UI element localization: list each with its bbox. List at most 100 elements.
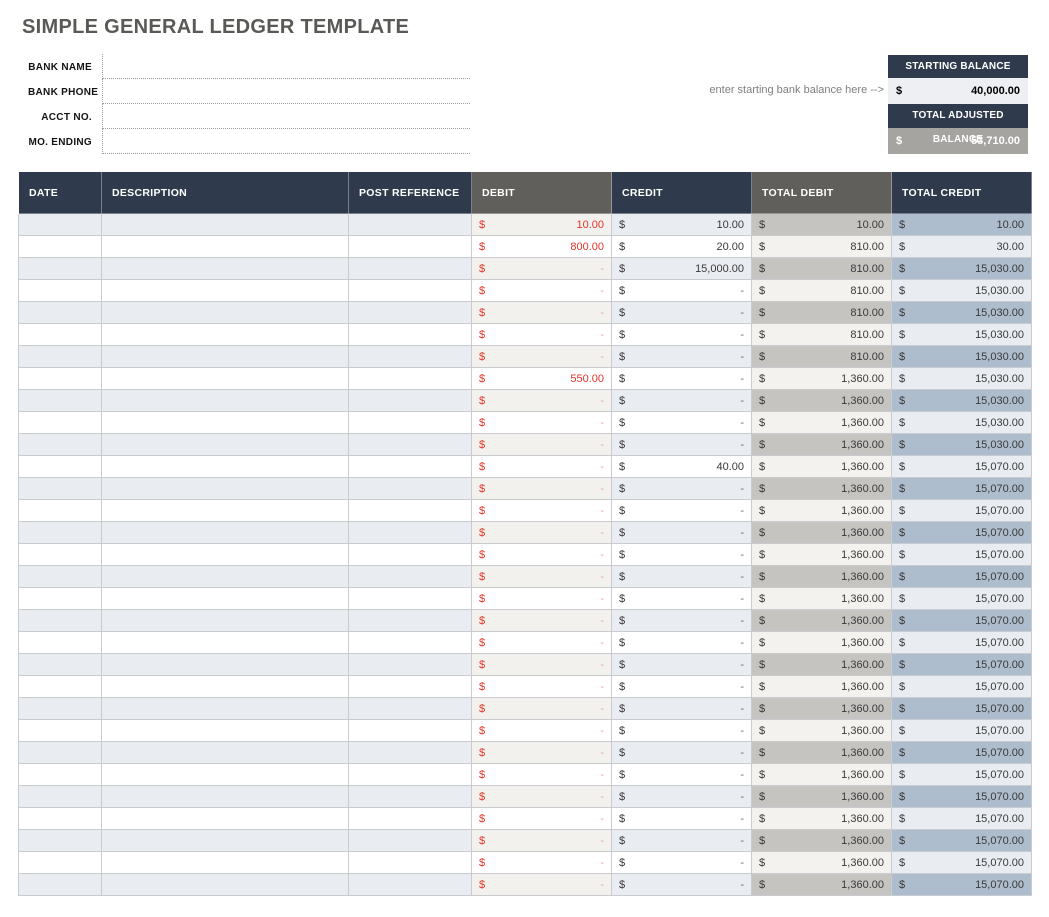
description-cell[interactable] <box>101 829 349 852</box>
total-debit-cell[interactable]: $1,360.00 <box>751 785 892 808</box>
credit-cell[interactable]: $ - <box>611 851 752 874</box>
total-credit-cell[interactable]: $15,030.00 <box>891 367 1032 390</box>
debit-cell[interactable]: $ - <box>471 873 612 896</box>
credit-cell[interactable]: $ - <box>611 477 752 500</box>
post-reference-cell[interactable] <box>348 235 472 258</box>
debit-cell[interactable]: $ - <box>471 301 612 324</box>
description-cell[interactable] <box>101 609 349 632</box>
date-cell[interactable] <box>18 873 102 896</box>
date-cell[interactable] <box>18 851 102 874</box>
description-cell[interactable] <box>101 763 349 786</box>
credit-cell[interactable]: $40.00 <box>611 455 752 478</box>
credit-cell[interactable]: $10.00 <box>611 213 752 236</box>
total-credit-cell[interactable]: $15,070.00 <box>891 851 1032 874</box>
credit-cell[interactable]: $ - <box>611 389 752 412</box>
date-cell[interactable] <box>18 741 102 764</box>
post-reference-cell[interactable] <box>348 455 472 478</box>
total-credit-cell[interactable]: $15,070.00 <box>891 455 1032 478</box>
total-credit-cell[interactable]: $15,070.00 <box>891 565 1032 588</box>
starting-balance-cell[interactable]: $ 40,000.00 <box>888 78 1028 104</box>
post-reference-cell[interactable] <box>348 829 472 852</box>
description-cell[interactable] <box>101 213 349 236</box>
description-cell[interactable] <box>101 719 349 742</box>
total-debit-cell[interactable]: $810.00 <box>751 279 892 302</box>
total-debit-cell[interactable]: $1,360.00 <box>751 367 892 390</box>
credit-cell[interactable]: $ - <box>611 301 752 324</box>
credit-cell[interactable]: $ - <box>611 697 752 720</box>
total-debit-cell[interactable]: $1,360.00 <box>751 455 892 478</box>
total-credit-cell[interactable]: $15,070.00 <box>891 587 1032 610</box>
post-reference-cell[interactable] <box>348 477 472 500</box>
total-credit-cell[interactable]: $15,070.00 <box>891 719 1032 742</box>
date-cell[interactable] <box>18 257 102 280</box>
total-debit-cell[interactable]: $1,360.00 <box>751 697 892 720</box>
date-cell[interactable] <box>18 367 102 390</box>
post-reference-cell[interactable] <box>348 741 472 764</box>
credit-cell[interactable]: $ - <box>611 763 752 786</box>
post-reference-cell[interactable] <box>348 873 472 896</box>
date-cell[interactable] <box>18 389 102 412</box>
date-cell[interactable] <box>18 587 102 610</box>
date-cell[interactable] <box>18 785 102 808</box>
post-reference-cell[interactable] <box>348 433 472 456</box>
total-debit-cell[interactable]: $1,360.00 <box>751 609 892 632</box>
credit-cell[interactable]: $ - <box>611 587 752 610</box>
debit-cell[interactable]: $ - <box>471 763 612 786</box>
total-credit-cell[interactable]: $15,030.00 <box>891 345 1032 368</box>
date-cell[interactable] <box>18 807 102 830</box>
debit-cell[interactable]: $ - <box>471 389 612 412</box>
post-reference-cell[interactable] <box>348 763 472 786</box>
date-cell[interactable] <box>18 763 102 786</box>
post-reference-cell[interactable] <box>348 345 472 368</box>
post-reference-cell[interactable] <box>348 389 472 412</box>
post-reference-cell[interactable] <box>348 653 472 676</box>
debit-cell[interactable]: $550.00 <box>471 367 612 390</box>
total-credit-cell[interactable]: $15,030.00 <box>891 389 1032 412</box>
description-cell[interactable] <box>101 411 349 434</box>
credit-cell[interactable]: $ - <box>611 873 752 896</box>
date-cell[interactable] <box>18 301 102 324</box>
total-credit-cell[interactable]: $15,070.00 <box>891 543 1032 566</box>
post-reference-cell[interactable] <box>348 543 472 566</box>
date-cell[interactable] <box>18 213 102 236</box>
credit-cell[interactable]: $ - <box>611 653 752 676</box>
debit-cell[interactable]: $ - <box>471 609 612 632</box>
total-credit-cell[interactable]: $15,070.00 <box>891 785 1032 808</box>
description-cell[interactable] <box>101 499 349 522</box>
total-credit-cell[interactable]: $15,070.00 <box>891 807 1032 830</box>
debit-cell[interactable]: $ - <box>471 719 612 742</box>
credit-cell[interactable]: $ - <box>611 323 752 346</box>
post-reference-cell[interactable] <box>348 785 472 808</box>
debit-cell[interactable]: $10.00 <box>471 213 612 236</box>
bank-phone-field[interactable] <box>102 79 470 104</box>
credit-cell[interactable]: $ - <box>611 807 752 830</box>
total-credit-cell[interactable]: $15,030.00 <box>891 323 1032 346</box>
description-cell[interactable] <box>101 631 349 654</box>
credit-cell[interactable]: $ - <box>611 675 752 698</box>
total-credit-cell[interactable]: $15,070.00 <box>891 741 1032 764</box>
post-reference-cell[interactable] <box>348 697 472 720</box>
bank-name-field[interactable] <box>102 54 470 79</box>
total-credit-cell[interactable]: $15,070.00 <box>891 697 1032 720</box>
total-credit-cell[interactable]: $15,070.00 <box>891 477 1032 500</box>
post-reference-cell[interactable] <box>348 279 472 302</box>
total-debit-cell[interactable]: $1,360.00 <box>751 675 892 698</box>
date-cell[interactable] <box>18 521 102 544</box>
total-debit-cell[interactable]: $10.00 <box>751 213 892 236</box>
credit-cell[interactable]: $15,000.00 <box>611 257 752 280</box>
total-debit-cell[interactable]: $1,360.00 <box>751 565 892 588</box>
post-reference-cell[interactable] <box>348 411 472 434</box>
total-debit-cell[interactable]: $1,360.00 <box>751 653 892 676</box>
date-cell[interactable] <box>18 675 102 698</box>
date-cell[interactable] <box>18 829 102 852</box>
post-reference-cell[interactable] <box>348 609 472 632</box>
date-cell[interactable] <box>18 235 102 258</box>
description-cell[interactable] <box>101 521 349 544</box>
description-cell[interactable] <box>101 785 349 808</box>
description-cell[interactable] <box>101 697 349 720</box>
description-cell[interactable] <box>101 543 349 566</box>
post-reference-cell[interactable] <box>348 323 472 346</box>
debit-cell[interactable]: $ - <box>471 411 612 434</box>
debit-cell[interactable]: $ - <box>471 653 612 676</box>
date-cell[interactable] <box>18 499 102 522</box>
